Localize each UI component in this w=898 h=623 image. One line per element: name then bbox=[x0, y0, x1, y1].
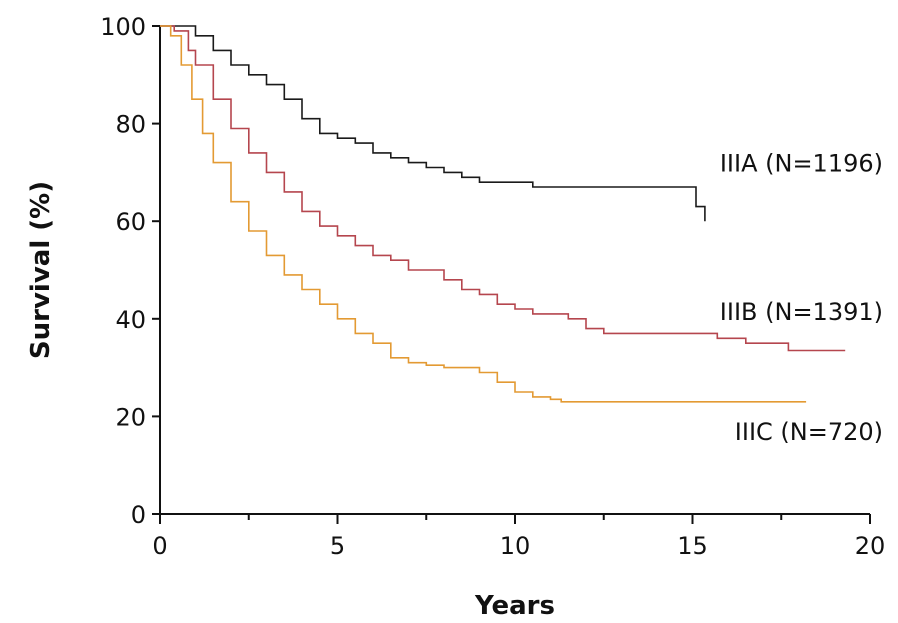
y-tick-label: 100 bbox=[100, 13, 146, 41]
series-label-2: IIIC (N=720) bbox=[735, 418, 883, 446]
series-layer bbox=[160, 25, 846, 403]
series-line-2 bbox=[160, 25, 807, 403]
y-axis-title: Survival (%) bbox=[26, 181, 56, 359]
x-tick-label: 20 bbox=[855, 532, 886, 560]
series-label-1: IIIB (N=1391) bbox=[720, 298, 883, 326]
x-tick-label: 10 bbox=[500, 532, 531, 560]
axes: 0 20 40 60 80 100 0 5 10 15 20 bbox=[100, 13, 885, 560]
series-line-1 bbox=[160, 25, 846, 352]
labels-layer: IIIA (N=1196) IIIB (N=1391) IIIC (N=720) bbox=[720, 149, 883, 445]
y-tick-label: 60 bbox=[115, 208, 146, 236]
y-tick-label: 0 bbox=[131, 501, 146, 529]
x-tick-label: 5 bbox=[330, 532, 345, 560]
series-label-0: IIIA (N=1196) bbox=[720, 149, 883, 177]
x-tick-label: 15 bbox=[677, 532, 708, 560]
series-line-0 bbox=[160, 25, 706, 222]
y-tick-label: 80 bbox=[115, 111, 146, 139]
x-tick-label: 0 bbox=[152, 532, 167, 560]
y-tick-label: 40 bbox=[115, 306, 146, 334]
y-tick-label: 20 bbox=[115, 403, 146, 431]
x-axis-title: Years bbox=[474, 591, 555, 621]
